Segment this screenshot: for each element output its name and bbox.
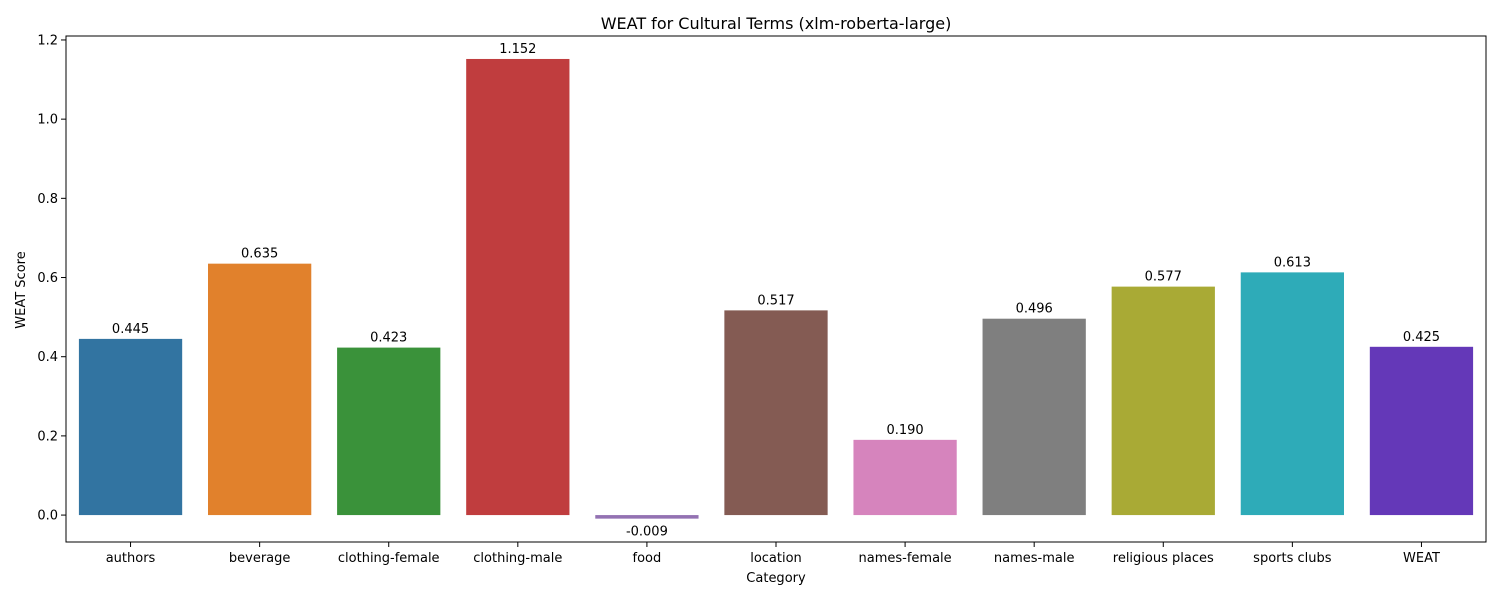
bar-clothing-female: [337, 347, 441, 516]
x-tick-label: beverage: [229, 551, 291, 566]
bar-religious-places: [1111, 286, 1215, 516]
bar-value-label: -0.009: [626, 525, 668, 540]
bar-value-label: 0.190: [886, 423, 923, 438]
x-tick-label: names-female: [859, 551, 952, 566]
x-tick-label: food: [633, 551, 662, 566]
bar-location: [724, 310, 828, 516]
bar-authors: [78, 338, 183, 516]
bar-food: [595, 515, 699, 519]
x-tick-label: clothing-male: [473, 551, 562, 566]
y-tick-label: 0.4: [37, 350, 58, 365]
x-tick-label: clothing-female: [338, 551, 440, 566]
y-tick-label: 0.6: [37, 271, 58, 286]
x-tick-label: location: [750, 551, 802, 566]
bar-value-label: 0.445: [112, 322, 149, 337]
bar-value-label: 0.423: [370, 331, 407, 346]
x-tick-label: authors: [106, 551, 156, 566]
bar-WEAT: [1369, 346, 1474, 516]
y-tick-label: 1.2: [37, 33, 58, 48]
x-tick-label: WEAT: [1403, 551, 1440, 566]
bar-clothing-male: [466, 58, 570, 516]
x-tick-label: religious places: [1113, 551, 1214, 566]
bar-beverage: [208, 263, 312, 516]
x-tick-label: sports clubs: [1253, 551, 1332, 566]
y-tick-label: 0.8: [37, 192, 58, 207]
bar-value-label: 0.425: [1403, 330, 1440, 345]
y-tick-label: 0.2: [37, 429, 58, 444]
bar-value-label: 0.577: [1145, 270, 1182, 285]
y-tick-label: 1.0: [37, 113, 58, 128]
bar-value-label: 1.152: [499, 42, 536, 57]
y-axis-label: WEAT Score: [14, 251, 29, 328]
axes-frame: [65, 35, 1487, 543]
chart-title: WEAT for Cultural Terms (xlm-roberta-lar…: [601, 14, 952, 33]
bar-names-male: [982, 318, 1086, 516]
plot-area: 0.0 0.2 0.4 0.6 0.8 1.0 1.2 0.445 authors 0.635 be…: [37, 33, 1487, 566]
bar-value-label: 0.496: [1016, 302, 1053, 317]
x-tick-label: names-male: [994, 551, 1075, 566]
x-axis-label: Category: [746, 571, 806, 586]
bar-value-label: 0.613: [1274, 255, 1311, 270]
bar-value-label: 0.517: [757, 293, 794, 308]
bar-value-label: 0.635: [241, 247, 278, 262]
bar-names-female: [853, 439, 957, 516]
y-tick-label: 0.0: [37, 509, 58, 524]
bar-sports-clubs: [1240, 272, 1344, 516]
